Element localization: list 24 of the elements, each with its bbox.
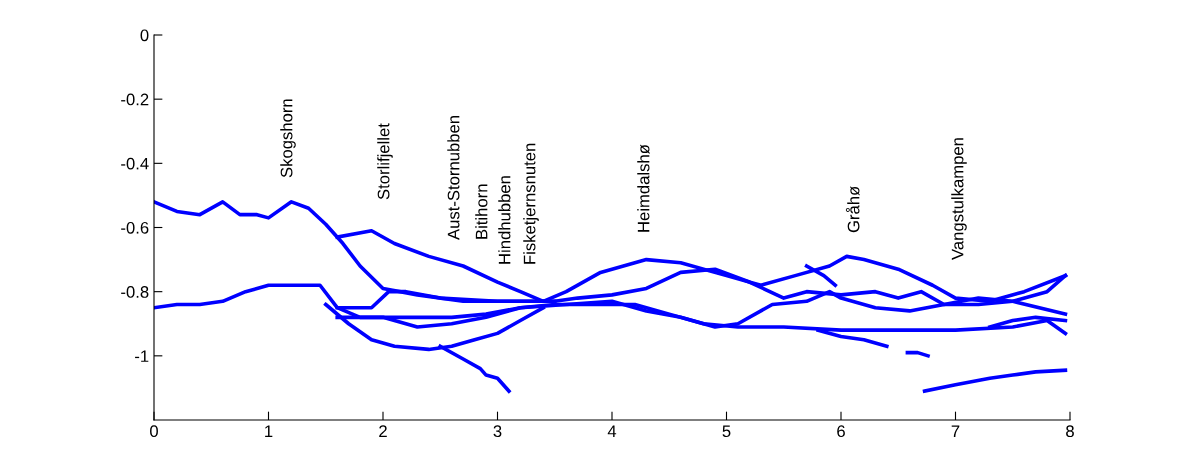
y-tick-label: 0 bbox=[140, 29, 149, 42]
x-tick-label: 3 bbox=[493, 425, 502, 438]
x-tick-label: 1 bbox=[265, 425, 273, 437]
x-tick-label: 0 bbox=[150, 425, 158, 438]
x-tick-label: 7 bbox=[951, 425, 960, 437]
annotation: Heimdalshø bbox=[637, 144, 650, 232]
annotation: Vangstulkampen bbox=[951, 138, 967, 260]
annotation: Skogshorn bbox=[280, 99, 296, 178]
x-tick-label: 2 bbox=[379, 425, 387, 437]
y-tick-label: -0.2 bbox=[121, 93, 149, 106]
y-tick-label: -0.4 bbox=[121, 157, 149, 170]
x-tick-label: 6 bbox=[837, 425, 845, 438]
annotation: Fisketjernsnuten bbox=[523, 143, 539, 264]
annotation: Storlifjellet bbox=[377, 123, 393, 200]
annotation: Gråhø bbox=[845, 186, 860, 233]
annotation: Aust-Stornubben bbox=[447, 116, 460, 240]
annotation: Hindhubben bbox=[498, 176, 511, 264]
x-tick-label: 8 bbox=[1066, 425, 1074, 438]
annotation: Bitihorn bbox=[475, 184, 488, 239]
x-tick-label: 4 bbox=[607, 425, 617, 437]
x-tick-label: 5 bbox=[722, 425, 731, 438]
y-tick-label: -1 bbox=[135, 350, 149, 362]
y-tick-label: -0.6 bbox=[121, 221, 149, 234]
y-tick-label: -0.8 bbox=[121, 286, 149, 298]
